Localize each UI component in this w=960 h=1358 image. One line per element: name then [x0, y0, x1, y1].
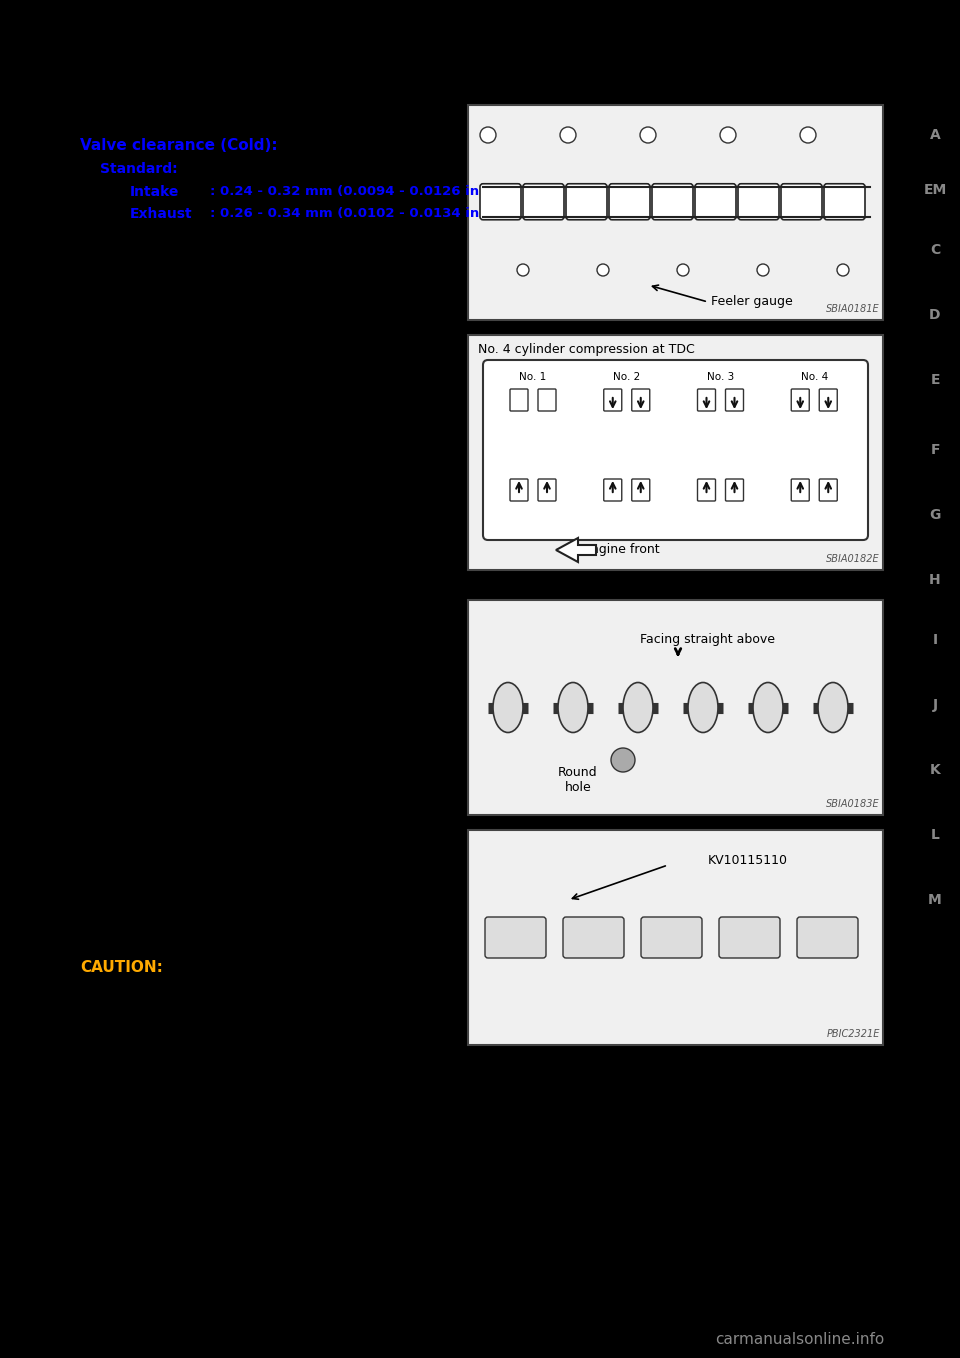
Text: K: K	[929, 763, 941, 777]
Text: M: M	[928, 894, 942, 907]
FancyBboxPatch shape	[632, 388, 650, 411]
FancyBboxPatch shape	[538, 479, 556, 501]
Text: Engine front: Engine front	[583, 543, 660, 557]
Text: No. 3: No. 3	[707, 372, 734, 382]
Text: I: I	[932, 633, 938, 646]
Bar	[468, 105, 883, 320]
Text: : 0.24 - 0.32 mm (0.0094 - 0.0126 in): : 0.24 - 0.32 mm (0.0094 - 0.0126 in)	[210, 185, 485, 198]
Text: No. 4: No. 4	[801, 372, 828, 382]
Text: No. 4 cylinder compression at TDC: No. 4 cylinder compression at TDC	[478, 342, 695, 356]
Ellipse shape	[558, 683, 588, 732]
FancyBboxPatch shape	[641, 917, 702, 957]
FancyBboxPatch shape	[719, 917, 780, 957]
FancyBboxPatch shape	[797, 917, 858, 957]
Circle shape	[640, 128, 656, 143]
FancyBboxPatch shape	[480, 183, 521, 220]
Text: E: E	[930, 373, 940, 387]
FancyBboxPatch shape	[510, 479, 528, 501]
Circle shape	[480, 128, 496, 143]
Text: PBIC2321E: PBIC2321E	[827, 1029, 880, 1039]
Text: Exhaust: Exhaust	[130, 206, 193, 221]
Text: C: C	[930, 243, 940, 257]
FancyBboxPatch shape	[609, 183, 650, 220]
FancyBboxPatch shape	[538, 388, 556, 411]
Bar	[468, 600, 883, 815]
FancyBboxPatch shape	[652, 183, 693, 220]
Circle shape	[677, 263, 689, 276]
FancyBboxPatch shape	[483, 360, 868, 540]
Circle shape	[757, 263, 769, 276]
Text: : 0.26 - 0.34 mm (0.0102 - 0.0134 in): : 0.26 - 0.34 mm (0.0102 - 0.0134 in)	[210, 206, 486, 220]
Text: Intake: Intake	[130, 185, 180, 200]
FancyBboxPatch shape	[726, 479, 743, 501]
Polygon shape	[556, 538, 596, 562]
Circle shape	[560, 128, 576, 143]
FancyBboxPatch shape	[563, 917, 624, 957]
FancyBboxPatch shape	[791, 479, 809, 501]
FancyBboxPatch shape	[604, 388, 622, 411]
Circle shape	[800, 128, 816, 143]
FancyBboxPatch shape	[698, 479, 715, 501]
Text: KV10115110: KV10115110	[708, 853, 788, 866]
Text: No. 2: No. 2	[613, 372, 640, 382]
Ellipse shape	[623, 683, 653, 732]
FancyBboxPatch shape	[819, 388, 837, 411]
Text: G: G	[929, 508, 941, 521]
FancyBboxPatch shape	[523, 183, 564, 220]
Text: H: H	[929, 573, 941, 587]
Text: SBIA0181E: SBIA0181E	[827, 304, 880, 314]
Text: Valve clearance (Cold):: Valve clearance (Cold):	[80, 139, 277, 153]
FancyBboxPatch shape	[819, 479, 837, 501]
FancyBboxPatch shape	[604, 479, 622, 501]
Bar	[468, 830, 883, 1046]
Text: J: J	[932, 698, 938, 712]
FancyBboxPatch shape	[781, 183, 822, 220]
Text: D: D	[929, 308, 941, 322]
Text: Feeler gauge: Feeler gauge	[711, 296, 793, 308]
Text: Round
hole: Round hole	[558, 766, 598, 794]
FancyBboxPatch shape	[698, 388, 715, 411]
Text: F: F	[930, 443, 940, 458]
Circle shape	[837, 263, 849, 276]
Text: CAUTION:: CAUTION:	[80, 960, 163, 975]
Text: A: A	[929, 128, 941, 143]
FancyBboxPatch shape	[738, 183, 779, 220]
Text: SBIA0182E: SBIA0182E	[827, 554, 880, 564]
Text: EM: EM	[924, 183, 947, 197]
FancyBboxPatch shape	[726, 388, 743, 411]
Circle shape	[611, 748, 635, 771]
Text: carmanualsonline.info: carmanualsonline.info	[715, 1332, 884, 1347]
Bar	[910, 0, 960, 1358]
FancyBboxPatch shape	[632, 479, 650, 501]
Circle shape	[720, 128, 736, 143]
Text: Standard:: Standard:	[100, 162, 178, 177]
Bar	[468, 335, 883, 570]
FancyBboxPatch shape	[485, 917, 546, 957]
Text: L: L	[930, 828, 940, 842]
FancyBboxPatch shape	[566, 183, 607, 220]
FancyBboxPatch shape	[824, 183, 865, 220]
Text: Facing straight above: Facing straight above	[640, 633, 776, 646]
Circle shape	[517, 263, 529, 276]
Ellipse shape	[493, 683, 523, 732]
Circle shape	[597, 263, 609, 276]
Ellipse shape	[753, 683, 783, 732]
Text: No. 1: No. 1	[519, 372, 546, 382]
Ellipse shape	[818, 683, 848, 732]
FancyBboxPatch shape	[510, 388, 528, 411]
FancyBboxPatch shape	[695, 183, 736, 220]
FancyBboxPatch shape	[791, 388, 809, 411]
Ellipse shape	[688, 683, 718, 732]
Text: SBIA0183E: SBIA0183E	[827, 799, 880, 809]
